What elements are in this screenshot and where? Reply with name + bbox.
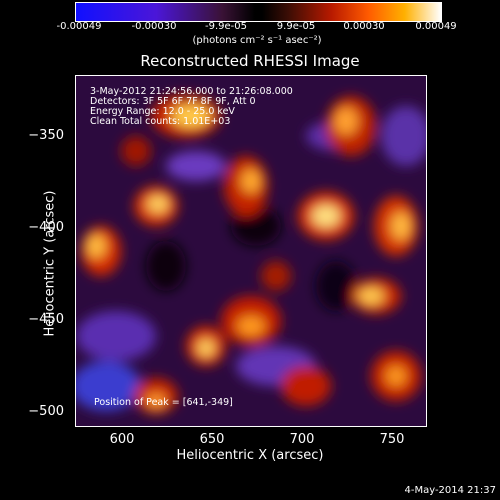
y-tick-label: −500 xyxy=(28,404,64,419)
colorbar-tick: -9.9e-05 xyxy=(205,21,247,32)
colorbar-tick: 0.00049 xyxy=(415,21,457,32)
y-axis-label: Heliocentric Y (arcsec) xyxy=(42,190,58,337)
y-tick-label: −450 xyxy=(28,312,64,327)
x-tick-label: 700 xyxy=(289,432,315,447)
x-tick-label: 650 xyxy=(199,432,225,447)
image-title: Reconstructed RHESSI Image xyxy=(140,52,360,70)
x-tick-label: 750 xyxy=(379,432,405,447)
colorbar-units: (photons cm⁻² s⁻¹ asec⁻²) xyxy=(192,35,322,46)
y-tick-label: −400 xyxy=(28,220,64,235)
generation-timestamp: 4-May-2014 21:37 xyxy=(404,485,496,496)
colorbar-tick: -0.00030 xyxy=(131,21,177,32)
annotation-time-range: 3-May-2012 21:24:56.000 to 21:26:08.000 xyxy=(90,86,293,97)
x-axis-label: Heliocentric X (arcsec) xyxy=(176,448,324,463)
annotation-energy-range: Energy Range: 12.0 - 25.0 keV xyxy=(90,106,235,117)
colorbar-tick: -0.00049 xyxy=(56,21,102,32)
x-tick-label: 600 xyxy=(109,432,135,447)
heatmap xyxy=(76,76,426,426)
annotation-peak-position: Position of Peak = [641,-349] xyxy=(94,397,233,408)
colorbar-tick: 9.9e-05 xyxy=(276,21,316,32)
annotation-detectors: Detectors: 3F 5F 6F 7F 8F 9F, Att 0 xyxy=(90,96,256,107)
colorbar-tick: 0.00030 xyxy=(343,21,385,32)
rhessi-image-plot: 3-May-2012 21:24:56.000 to 21:26:08.000 … xyxy=(75,75,427,427)
y-tick-label: −350 xyxy=(28,128,64,143)
colorbar xyxy=(75,2,442,22)
annotation-clean-counts: Clean Total counts: 1.01E+03 xyxy=(90,116,231,127)
